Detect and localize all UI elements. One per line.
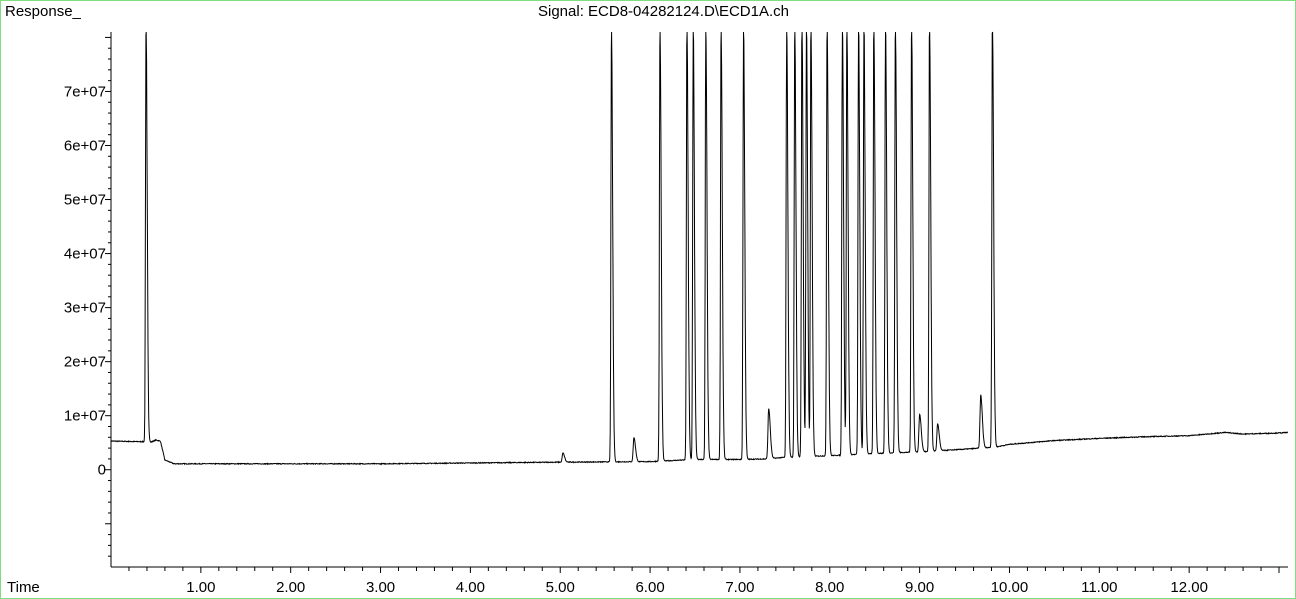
- tick-marks: [105, 36, 1280, 573]
- x-tick-label: 2.00: [276, 579, 305, 596]
- x-tick-label: 5.00: [546, 579, 575, 596]
- y-tick-label: 0: [98, 462, 106, 479]
- x-tick-label: 7.00: [725, 579, 754, 596]
- y-tick-label: 4e+07: [64, 246, 106, 263]
- y-tick-label: 2e+07: [64, 354, 106, 371]
- x-tick-label: 4.00: [456, 579, 485, 596]
- x-tick-label: 12.00: [1170, 579, 1208, 596]
- y-tick-label: 7e+07: [64, 83, 106, 100]
- y-tick-label: 5e+07: [64, 192, 106, 209]
- tick-labels: 1.00 2.00 3.00 4.00 5.00 6.00 7.00 8.00 9.00 10.0…: [64, 83, 1208, 596]
- x-tick-label: 1.00: [186, 579, 215, 596]
- x-tick-label: 10.00: [991, 579, 1029, 596]
- y-tick-label: 1e+07: [64, 408, 106, 425]
- x-tick-label: 6.00: [635, 579, 664, 596]
- y-tick-label: 3e+07: [64, 300, 106, 317]
- x-tick-label: 11.00: [1081, 579, 1117, 596]
- x-tick-label: 9.00: [905, 579, 934, 596]
- x-tick-label: 3.00: [366, 579, 395, 596]
- chart-title: Signal: ECD8-04282124.D\ECD1A.ch: [538, 3, 789, 20]
- signal-trace: [110, 31, 1289, 466]
- x-axis-title: Time: [7, 579, 40, 596]
- x-tick-label: 8.00: [815, 579, 844, 596]
- y-axis-title: Response_: [5, 3, 81, 20]
- axes: [110, 32, 1288, 568]
- y-tick-label: 6e+07: [64, 137, 106, 154]
